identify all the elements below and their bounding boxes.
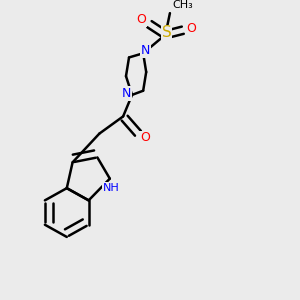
Text: S: S [162,26,172,40]
Text: O: O [137,13,147,26]
Text: O: O [186,22,196,34]
Text: N: N [122,87,131,100]
Text: N: N [141,44,150,57]
Text: NH: NH [103,183,120,193]
Text: O: O [140,131,150,144]
Text: CH₃: CH₃ [172,0,193,10]
